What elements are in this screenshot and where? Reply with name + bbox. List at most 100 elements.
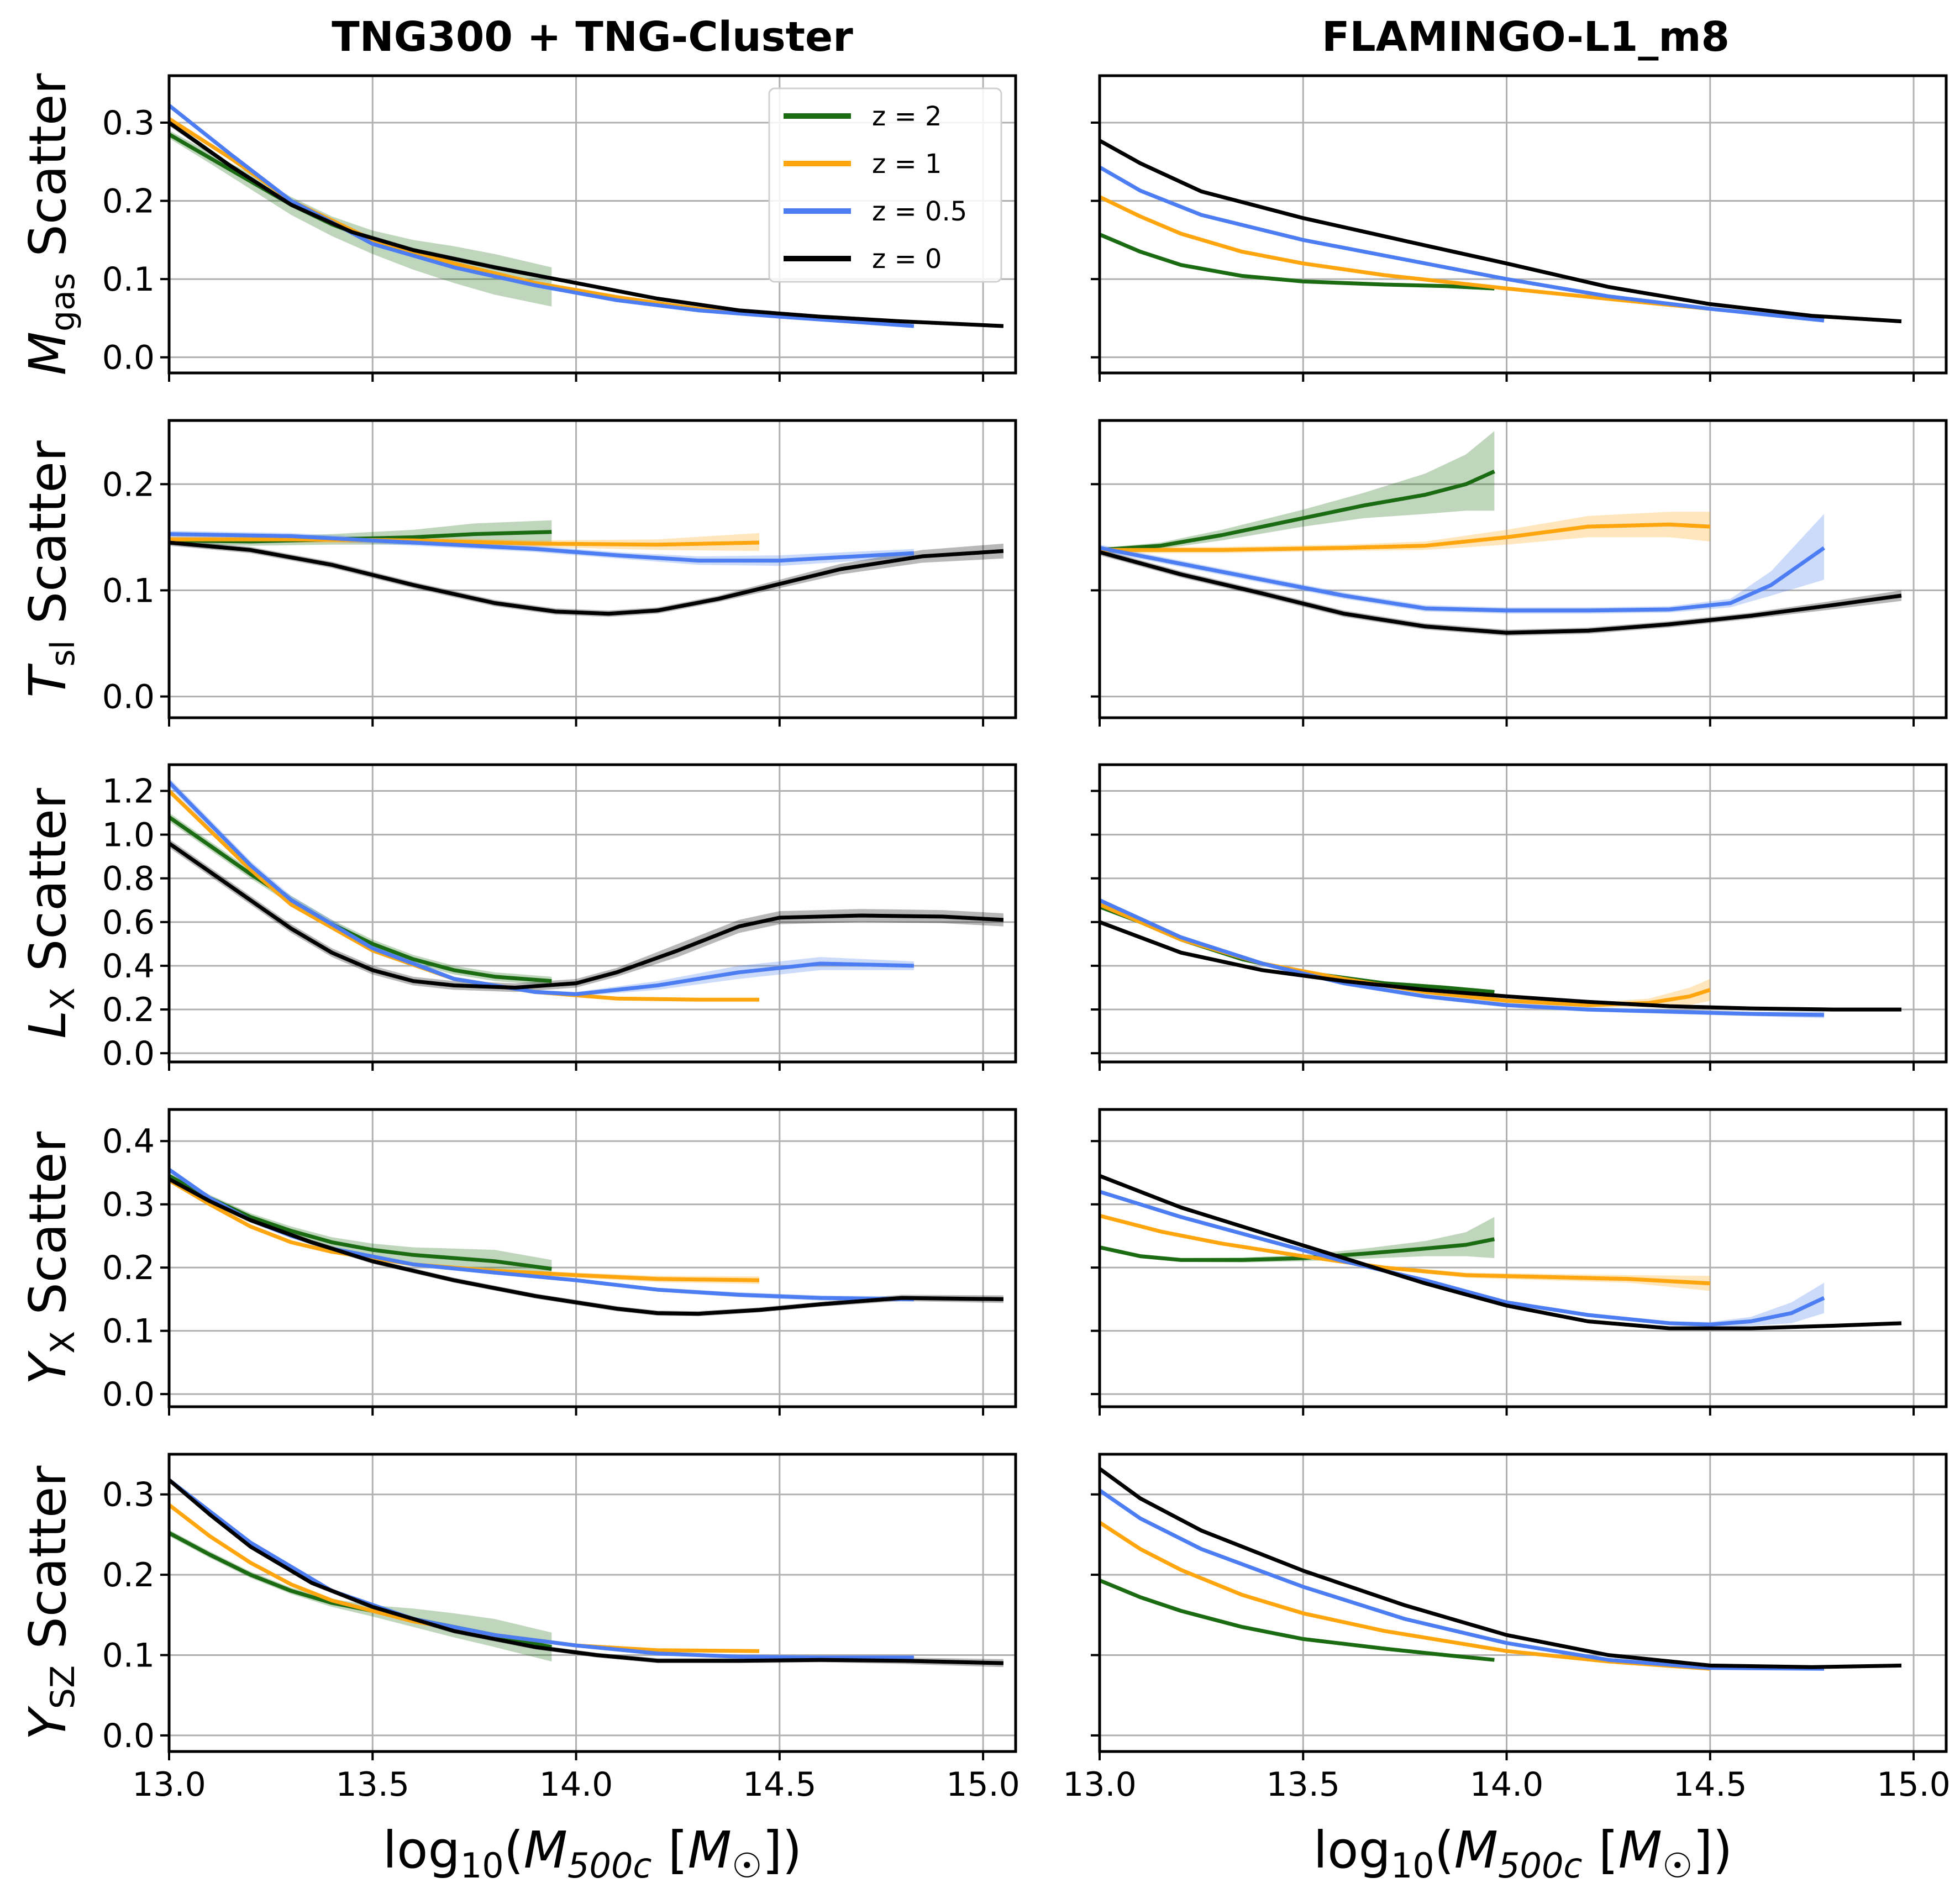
axes-frame [1098,419,1948,719]
x-tick-label: 14.5 [743,1765,817,1804]
panel-r4-c0: 13.0 13.5 14.0 14.5 15.0 0.0 0.1 0.2 0.3 [102,1453,1020,1804]
panel-r1-c1 [1091,419,1948,727]
series-line-z1-r3c1 [1099,1213,1710,1286]
x-tick-label: 13.0 [132,1765,206,1804]
y-axis-label-row4: YSZ Scatter [18,1466,82,1740]
band-z2-r1c1 [1100,431,1495,553]
y-tick-label: 0.3 [102,1476,155,1514]
y-axis-label-row1: Tsl Scatter [18,440,82,697]
panels-group: 0.0 0.1 0.2 0.3 0.0 0.1 0.2 0.0 0.2 0.4 0.6 0.8 1.0 1… [102,74,1951,1804]
y-tick-label: 1.0 [102,816,155,855]
axes-frame [167,1453,1017,1753]
x-axis-label-col1: log10(M500c [M☉]) [1313,1821,1733,1883]
axes-frame [1098,1453,1948,1753]
legend-label: z = 0.5 [872,196,967,227]
y-tick-label: 0.0 [102,339,155,377]
series-line-z1-r1c0 [169,537,760,547]
series-line-z05-r1c0 [169,532,915,563]
series-line-z0-r2c0 [167,841,1004,990]
axes-frame [167,1108,1017,1408]
panel-r1-c0: 0.0 0.1 0.2 [102,419,1017,727]
y-tick-label: 0.1 [102,260,155,299]
band-z05-r1c1 [1100,514,1824,614]
series-line-z05-r4c1 [1099,1488,1825,1671]
series-line-z0-r3c0 [168,1177,1003,1316]
x-tick-label: 13.0 [1063,1765,1137,1804]
y-axis-label-row0: Mgas Scatter [18,73,82,375]
x-tick-label: 14.5 [1673,1765,1747,1804]
y-tick-label: 0.0 [102,1717,155,1755]
y-tick-label: 0.0 [102,678,155,717]
x-tick-label: 13.5 [335,1765,409,1804]
y-tick-label: 0.0 [102,1375,155,1414]
band-z05-r2c0 [169,777,914,997]
axes-frame [1098,74,1948,375]
x-axis-labels: log10(M500c [M☉]) log10(M500c [M☉]) [383,1821,1733,1883]
series-line-z05-r4c0 [167,1478,914,1660]
legend-label: z = 0 [872,244,942,275]
y-tick-label: 0.2 [102,182,155,221]
axes-frame [167,763,1017,1064]
y-tick-label: 0.2 [102,1249,155,1287]
series-line-z05-r3c0 [167,1167,914,1301]
band-z1-r1c1 [1100,512,1710,554]
series-line-z0-r1c0 [169,540,1004,616]
y-axis-labels: Mgas Scatter Tsl Scatter LX Scatter YX Scat… [18,73,82,1740]
y-axis-label-row2: LX Scatter [18,788,82,1039]
x-tick-label: 14.0 [1470,1765,1544,1804]
y-axis-label-row3: YX Scatter [18,1132,82,1385]
band-z2-r3c0 [169,1172,552,1279]
axes-frame [167,74,1017,375]
axes-frame [1098,1108,1948,1408]
series-line-z05-r2c1 [1099,898,1825,1017]
band-z2-r4c0 [169,1529,552,1662]
axes-frame [167,419,1017,719]
series-line-z1-r1c1 [1100,522,1710,552]
series-line-z2-r0c1 [1099,233,1495,291]
series-line-z1-r4c1 [1099,1521,1711,1671]
band-z1-r3c1 [1100,1213,1710,1291]
x-tick-label: 15.0 [1877,1765,1951,1804]
column-title-right: FLAMINGO-L1_m8 [1322,13,1730,61]
series-line-z0-r4c0 [167,1478,1003,1665]
y-tick-label: 1.2 [102,772,155,811]
series-line-z05-r0c0 [167,104,915,328]
legend-label: z = 2 [872,101,942,132]
y-tick-label: 0.2 [102,465,155,504]
series-line-z2-r4c1 [1099,1579,1495,1662]
legend: z = 2 z = 1 z = 0.5 z = 0 [768,87,1002,283]
y-tick-label: 0.1 [102,1637,155,1675]
series-line-z1-r0c1 [1099,195,1711,311]
x-tick-label: 15.0 [946,1765,1020,1804]
band-z05-r3c0 [169,1167,914,1302]
series-line-z1-r0c0 [168,117,760,317]
series-line-z0-r3c1 [1099,1174,1902,1330]
column-title-left: TNG300 + TNG-Cluster [332,13,853,61]
panel-r2-c0: 0.0 0.2 0.4 0.6 0.8 1.0 1.2 [102,763,1017,1073]
panel-r2-c1 [1091,763,1948,1071]
axes-frame [1098,763,1948,1064]
legend-box [768,87,1002,283]
panel-r3-c0: 0.0 0.1 0.2 0.3 0.4 [102,1108,1017,1416]
series-line-z05-r0c1 [1099,165,1825,323]
y-tick-label: 0.4 [102,1122,155,1161]
y-tick-label: 0.6 [102,903,155,942]
y-tick-label: 0.8 [102,860,155,898]
x-tick-label: 13.5 [1266,1765,1340,1804]
x-axis-label-col0: log10(M500c [M☉]) [383,1821,802,1883]
y-tick-label: 0.3 [102,104,155,143]
y-tick-label: 0.1 [102,1312,155,1351]
series-line-z05-r3c1 [1099,1190,1825,1327]
y-tick-label: 0.2 [102,991,155,1029]
panel-r0-c0: 0.0 0.1 0.2 0.3 [102,74,1017,382]
series-line-z0-r2c1 [1099,920,1901,1012]
panel-r4-c1: 13.0 13.5 14.0 14.5 15.0 [1063,1453,1951,1804]
y-tick-label: 0.4 [102,947,155,986]
y-tick-label: 0.1 [102,571,155,610]
y-tick-label: 0.3 [102,1186,155,1224]
series-line-z0-r0c0 [167,121,1004,328]
series-line-z0-r4c1 [1098,1467,1902,1669]
legend-label: z = 1 [872,149,942,180]
series-line-z0-r0c1 [1099,139,1902,324]
